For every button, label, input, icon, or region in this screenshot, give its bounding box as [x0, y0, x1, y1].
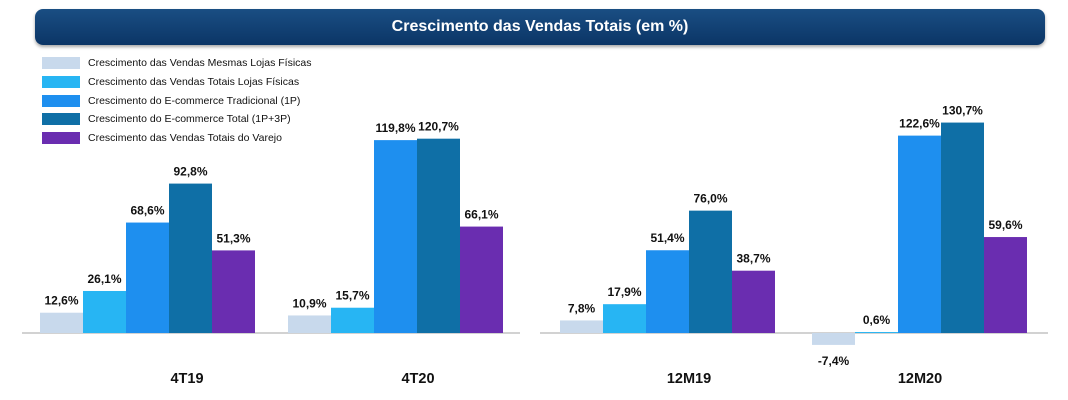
legend-label: Crescimento das Vendas Mesmas Lojas Físi…	[88, 57, 312, 70]
data-label: 68,6%	[130, 204, 164, 218]
data-label: 10,9%	[292, 296, 326, 310]
legend: Crescimento das Vendas Mesmas Lojas Físi…	[42, 54, 312, 147]
bar	[288, 315, 331, 333]
legend-item-ecommerce-total: Crescimento do E-commerce Total (1P+3P)	[42, 110, 312, 129]
data-label: 51,3%	[216, 231, 250, 245]
legend-label: Crescimento do E-commerce Tradicional (1…	[88, 94, 301, 107]
data-label: 119,8%	[375, 121, 415, 135]
bar	[169, 183, 212, 333]
legend-item-ecommerce-1p: Crescimento do E-commerce Tradicional (1…	[42, 91, 312, 110]
data-label: 76,0%	[693, 192, 727, 206]
chart-title: Crescimento das Vendas Totais (em %)	[35, 9, 1045, 45]
bar	[732, 270, 775, 333]
legend-swatch	[42, 57, 80, 70]
bar	[898, 135, 941, 333]
legend-item-mesmas-lojas: Crescimento das Vendas Mesmas Lojas Físi…	[42, 54, 312, 73]
data-label: 59,6%	[988, 218, 1022, 232]
data-label: 122,6%	[899, 117, 940, 131]
data-label: 15,7%	[335, 289, 369, 303]
data-label: 0,6%	[863, 313, 891, 327]
bar	[40, 312, 83, 333]
bar	[984, 237, 1027, 333]
category-label: 12M20	[898, 371, 942, 387]
legend-item-varejo: Crescimento das Vendas Totais do Varejo	[42, 129, 312, 148]
bar	[331, 307, 374, 333]
bar	[417, 138, 460, 333]
data-label: 26,1%	[87, 272, 121, 286]
legend-swatch	[42, 132, 80, 145]
legend-item-lojas-fisicas: Crescimento das Vendas Totais Lojas Físi…	[42, 73, 312, 92]
data-label: -7,4%	[818, 354, 850, 368]
data-label: 17,9%	[607, 285, 641, 299]
bar	[212, 250, 255, 333]
bar	[603, 304, 646, 333]
legend-swatch	[42, 113, 80, 126]
bar	[646, 250, 689, 333]
bar	[560, 320, 603, 333]
category-label: 4T20	[401, 371, 434, 387]
legend-swatch	[42, 94, 80, 107]
data-label: 12,6%	[44, 294, 78, 308]
data-label: 66,1%	[464, 208, 498, 222]
bar	[460, 226, 503, 333]
bar	[374, 140, 417, 333]
data-label: 130,7%	[942, 104, 983, 118]
legend-label: Crescimento das Vendas Totais do Varejo	[88, 132, 282, 145]
bar	[855, 332, 898, 333]
bar	[126, 222, 169, 333]
data-label: 7,8%	[568, 301, 596, 315]
bar	[83, 290, 126, 333]
bar	[941, 122, 984, 333]
legend-swatch	[42, 76, 80, 89]
legend-label: Crescimento das Vendas Totais Lojas Físi…	[88, 76, 300, 89]
category-label: 12M19	[667, 371, 711, 387]
legend-label: Crescimento do E-commerce Total (1P+3P)	[88, 113, 291, 126]
data-label: 51,4%	[650, 231, 684, 245]
bar	[812, 333, 855, 345]
category-label: 4T19	[170, 371, 203, 387]
bar	[689, 210, 732, 333]
data-label: 38,7%	[736, 252, 770, 266]
data-label: 92,8%	[173, 165, 207, 179]
data-label: 120,7%	[418, 120, 459, 134]
